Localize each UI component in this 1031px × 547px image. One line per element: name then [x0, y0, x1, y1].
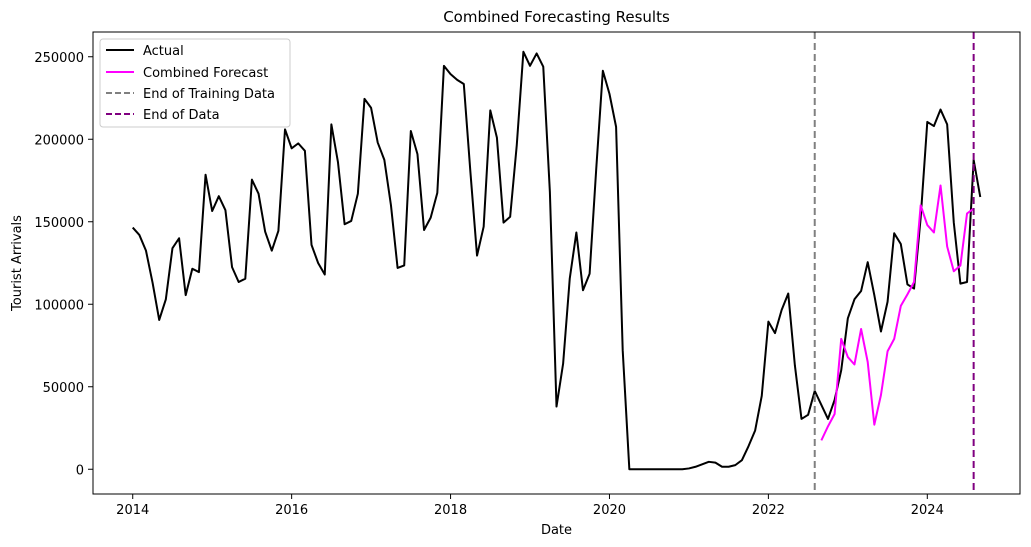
- y-tick-label: 150000: [34, 216, 84, 231]
- x-axis: 2014 2016 2018 2020 2022 2024: [116, 494, 944, 518]
- x-tick-label: 2016: [275, 503, 308, 518]
- y-tick-label: 50000: [43, 381, 84, 396]
- y-tick-label: 100000: [34, 298, 84, 313]
- legend-label-end-of-data: End of Data: [143, 108, 220, 123]
- y-tick-label: 200000: [34, 133, 84, 148]
- x-tick-label: 2018: [434, 503, 467, 518]
- legend-label-end-of-training: End of Training Data: [143, 87, 275, 102]
- legend-label-actual: Actual: [143, 44, 184, 59]
- x-axis-title: Date: [541, 523, 572, 538]
- y-axis: 0 50000 100000 150000 200000 250000: [34, 51, 93, 478]
- y-tick-label: 0: [76, 463, 84, 478]
- series-line-combined-forecast: [820, 184, 975, 441]
- plot-frame: [92, 31, 1021, 495]
- series-line-actual: [131, 50, 982, 471]
- x-tick-label: 2022: [752, 503, 785, 518]
- x-tick-label: 2014: [116, 503, 149, 518]
- legend: Actual Combined Forecast End of Training…: [99, 38, 291, 128]
- plot-layer: [131, 32, 982, 494]
- legend-box: [99, 38, 291, 128]
- x-tick-label: 2020: [593, 503, 626, 518]
- legend-label-combined-forecast: Combined Forecast: [143, 66, 268, 81]
- y-axis-title: Tourist Arrivals: [10, 215, 25, 312]
- chart-title: Combined Forecasting Results: [443, 8, 670, 26]
- x-tick-label: 2024: [911, 503, 944, 518]
- y-tick-label: 250000: [34, 51, 84, 66]
